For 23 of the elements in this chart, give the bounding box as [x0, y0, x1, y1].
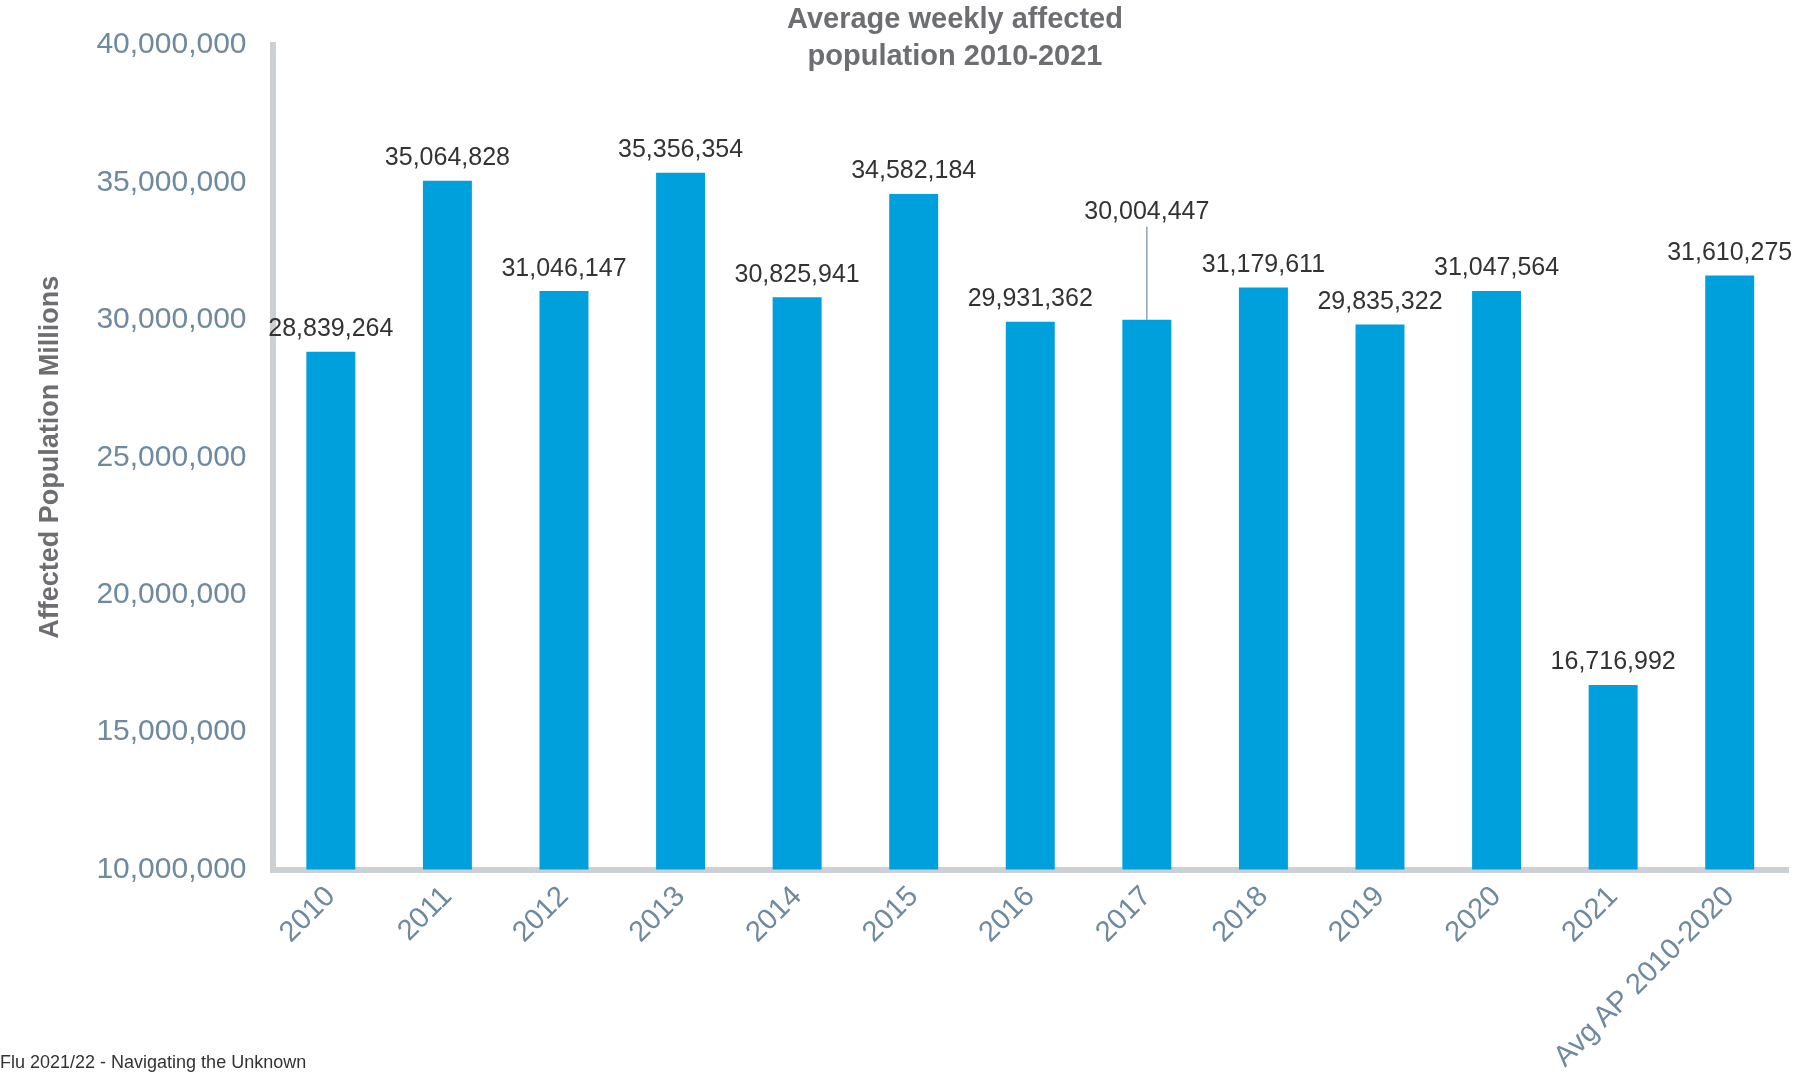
data-label: 31,046,147	[501, 252, 627, 281]
data-label: 35,064,828	[384, 142, 510, 171]
y-tick-label: 40,000,000	[96, 26, 247, 60]
data-label: 28,839,264	[268, 313, 394, 342]
data-label: 34,582,184	[851, 155, 977, 184]
y-tick-label: 35,000,000	[96, 163, 247, 197]
data-label: 31,610,275	[1667, 237, 1793, 265]
data-label: 35,356,354	[617, 134, 744, 163]
y-tick-label: 10,000,000	[96, 850, 247, 884]
data-label: 16,716,992	[1550, 646, 1676, 675]
data-label: 29,835,322	[1317, 285, 1443, 314]
chart-title: Average weekly affected population 2010-2021	[786, 1, 1124, 73]
y-tick-label: 20,000,000	[96, 576, 247, 610]
data-label: 30,825,941	[734, 258, 860, 287]
data-label: 31,179,611	[1201, 248, 1326, 277]
y-axis-title: Affected Population Millions	[33, 275, 64, 639]
y-tick-label: 15,000,000	[96, 713, 247, 747]
text: Flu 2021/22 - Navigating the Unknown	[0, 1052, 307, 1073]
y-tick-label: 30,000,000	[96, 301, 247, 335]
data-label: 31,047,564	[1434, 252, 1560, 281]
data-label: 29,931,362	[967, 283, 1093, 312]
annotation: 30,004,447	[1084, 196, 1210, 225]
y-tick-label: 25,000,000	[96, 438, 247, 472]
